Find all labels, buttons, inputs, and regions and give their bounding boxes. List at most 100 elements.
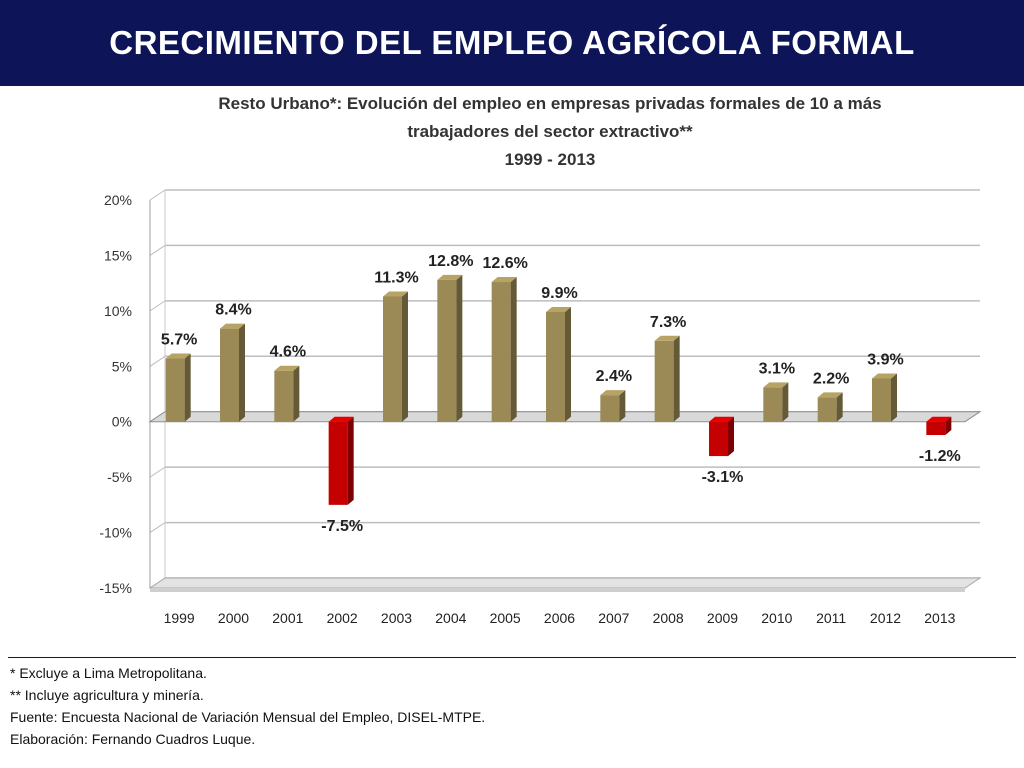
bar-top (328, 416, 354, 422)
chart-title: Resto Urbano*: Evolución del empleo en e… (150, 90, 950, 174)
bar-top (274, 365, 300, 371)
bar-front (709, 421, 728, 457)
bar-side (945, 416, 952, 436)
bar-side (184, 353, 191, 422)
gridline-side (149, 189, 166, 201)
data-label-2003: 11.3% (374, 269, 418, 286)
bar-side (402, 291, 408, 422)
x-tick-label: 2012 (870, 610, 901, 626)
bar-top (709, 416, 734, 422)
bar-side (836, 392, 843, 422)
bar-side (565, 306, 571, 422)
bar-front (654, 340, 674, 422)
data-label-2005: 12.6% (482, 255, 527, 272)
bar-top (926, 416, 952, 422)
bar-front (491, 282, 511, 422)
x-tick-label: 2007 (598, 610, 629, 626)
data-label-2004: 12.8% (428, 253, 473, 270)
y-tick-label: 10% (104, 303, 132, 319)
bar-front (763, 387, 783, 422)
bar-2005 (491, 277, 517, 422)
bar-2006 (546, 306, 571, 422)
gridline-side (149, 466, 166, 478)
bar-2002 (328, 416, 354, 505)
chart-floor-edge (150, 588, 965, 592)
x-tick-label: 2005 (490, 610, 521, 626)
data-label-2011: 2.2% (813, 370, 849, 387)
footnote-1: * Excluye a Lima Metropolitana. (10, 665, 207, 681)
bar-2001 (274, 365, 300, 422)
data-label-2012: 3.9% (867, 351, 903, 368)
bar-front (872, 378, 891, 422)
bar-side (728, 416, 734, 457)
chart-floor (148, 577, 982, 589)
x-tick-label: 2013 (924, 610, 955, 626)
bar-2000 (220, 323, 245, 422)
author-note: Elaboración: Fernando Cuadros Luque. (10, 731, 256, 747)
bar-top (546, 306, 571, 312)
gridline-side (149, 300, 166, 312)
bar-side (782, 382, 789, 422)
bar-2004 (437, 274, 463, 422)
chart-title-line-2: trabajadores del sector extractivo** (407, 122, 693, 141)
bar-2013 (926, 416, 952, 436)
bar-side (510, 277, 517, 422)
gridline-side (149, 355, 166, 367)
bar-front (817, 397, 837, 422)
x-tick-label: 2011 (816, 610, 846, 626)
bar-front (383, 296, 402, 422)
bar-front (600, 395, 620, 422)
bar-top (817, 392, 843, 398)
bar-top (763, 382, 789, 388)
bar-1999 (165, 353, 191, 422)
x-tick-label: 2004 (435, 610, 466, 626)
page-title: CRECIMIENTO DEL EMPLEO AGRÍCOLA FORMAL (109, 24, 915, 61)
bar-side (891, 373, 897, 422)
x-tick-label: 2001 (272, 610, 303, 626)
data-label-2001: 4.6% (270, 344, 306, 361)
x-tick-label: 2000 (218, 610, 249, 626)
data-label-2007: 2.4% (596, 368, 632, 385)
y-tick-label: -10% (99, 525, 132, 541)
bar-top (654, 335, 680, 341)
footer-divider (8, 657, 1016, 658)
y-tick-label: 5% (112, 358, 132, 374)
bar-2008 (654, 335, 680, 422)
bar-2010 (763, 382, 789, 422)
bar-front (546, 311, 565, 422)
bar-2012 (872, 373, 897, 422)
data-label-2009: -3.1% (702, 469, 744, 486)
bar-front (437, 279, 457, 422)
bar-side (293, 365, 300, 422)
gridline-side (149, 522, 166, 533)
bar-side (239, 323, 245, 422)
chart-title-line-1: Resto Urbano*: Evolución del empleo en e… (218, 94, 882, 113)
source-note: Fuente: Encuesta Nacional de Variación M… (10, 709, 486, 725)
gridline-side (149, 245, 166, 256)
data-label-2010: 3.1% (759, 360, 795, 377)
data-label-2006: 9.9% (541, 285, 577, 302)
x-tick-label: 2006 (544, 610, 575, 626)
bar-2003 (383, 291, 408, 422)
bar-side (456, 274, 463, 422)
header-bar: CRECIMIENTO DEL EMPLEO AGRÍCOLA FORMAL (0, 0, 1024, 86)
data-label-2002: -7.5% (321, 518, 363, 535)
y-tick-label: 20% (104, 192, 132, 208)
bar-2009 (709, 416, 734, 457)
bar-side (619, 390, 626, 422)
bar-top (491, 277, 517, 283)
x-tick-label: 2008 (653, 610, 684, 626)
data-label-2000: 8.4% (215, 302, 251, 319)
y-tick-label: 0% (112, 414, 132, 430)
data-label-2013: -1.2% (919, 448, 961, 465)
y-tick-label: 15% (104, 247, 132, 263)
data-label-2008: 7.3% (650, 314, 686, 331)
bar-side (673, 335, 680, 422)
x-tick-label: 2002 (327, 610, 358, 626)
bar-top (600, 390, 626, 396)
y-tick-label: -15% (99, 580, 132, 596)
bar-side (347, 416, 354, 505)
footnote-2: ** Incluye agricultura y minería. (10, 687, 204, 703)
bar-2007 (600, 390, 626, 422)
bar-top (437, 274, 463, 280)
